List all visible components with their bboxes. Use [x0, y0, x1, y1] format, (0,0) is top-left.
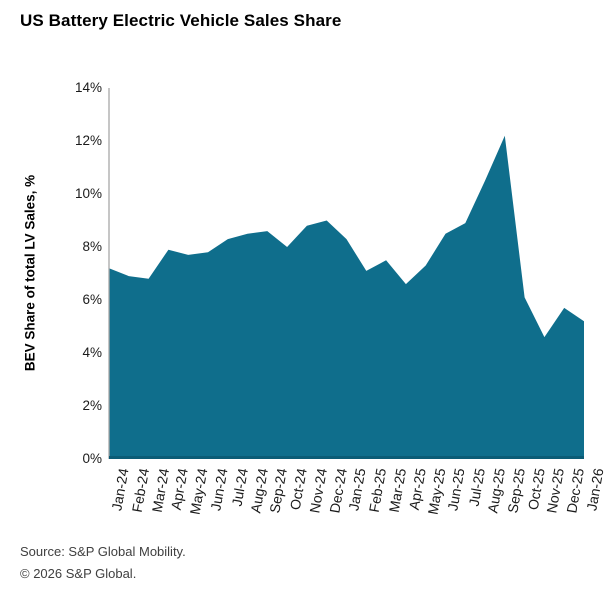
y-tick-label: 14% [74, 80, 102, 95]
y-tick-label: 10% [74, 186, 102, 201]
y-tick-label: 12% [74, 133, 102, 148]
copyright-text: © 2026 S&P Global. [20, 566, 137, 581]
y-tick-label: 6% [82, 292, 102, 307]
chart-title: US Battery Electric Vehicle Sales Share [20, 11, 342, 30]
y-tick-label: 0% [82, 451, 102, 466]
y-tick-label: 4% [82, 345, 102, 360]
y-tick-label: 8% [82, 239, 102, 254]
source-text: Source: S&P Global Mobility. [20, 544, 186, 559]
y-tick-label: 2% [82, 398, 102, 413]
area-series [109, 135, 584, 459]
